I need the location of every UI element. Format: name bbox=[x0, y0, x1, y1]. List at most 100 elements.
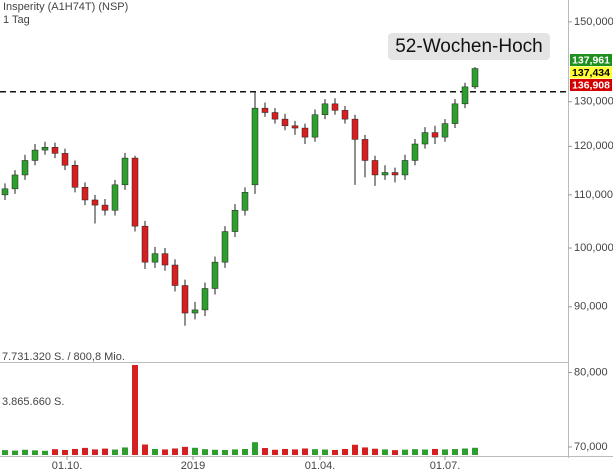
volume-bar bbox=[102, 448, 108, 455]
candle-body bbox=[381, 172, 389, 176]
x-tick-label: 01.10. bbox=[52, 460, 83, 472]
volume-bar bbox=[192, 447, 198, 455]
candle-body bbox=[371, 160, 379, 176]
volume-bar bbox=[262, 448, 268, 455]
volume-bar bbox=[272, 449, 278, 455]
candle-body bbox=[421, 132, 429, 145]
candle-body bbox=[81, 187, 89, 201]
y-tick-label: 70,000 bbox=[574, 441, 608, 453]
candle-body bbox=[21, 160, 29, 176]
volume-bar bbox=[332, 449, 338, 455]
y-tick-label: 100,000 bbox=[574, 242, 613, 254]
volume-bar bbox=[112, 449, 118, 455]
price-badge bbox=[570, 66, 612, 79]
volume-bar bbox=[452, 449, 458, 455]
volume-bar bbox=[422, 449, 428, 455]
candle-body bbox=[321, 103, 329, 115]
candle-body bbox=[151, 253, 159, 263]
volume-bar bbox=[42, 450, 48, 455]
price-badge-label: 137,961 bbox=[572, 54, 610, 66]
price-badge bbox=[570, 54, 612, 66]
candle-body bbox=[91, 199, 99, 206]
volume-bar bbox=[32, 450, 38, 455]
candle-body bbox=[271, 112, 279, 120]
volume-bar bbox=[132, 365, 138, 455]
candle-body bbox=[201, 288, 209, 311]
chart-title: Insperity (A1H74T) (NSP) bbox=[3, 1, 128, 13]
volume-bar bbox=[2, 450, 8, 455]
candle-body bbox=[251, 107, 259, 186]
volume-bar bbox=[392, 450, 398, 455]
candle-body bbox=[261, 107, 269, 113]
volume-bar bbox=[472, 447, 478, 455]
volume-bar bbox=[282, 448, 288, 455]
candle-body bbox=[101, 204, 109, 211]
volume-bar bbox=[402, 449, 408, 455]
volume-bar bbox=[252, 442, 258, 455]
candle-body bbox=[451, 103, 459, 124]
volume-bar bbox=[222, 449, 228, 455]
volume-bar bbox=[142, 444, 148, 455]
volume-bar bbox=[152, 448, 158, 455]
y-tick-label: 110,000 bbox=[574, 189, 613, 201]
volume-bar bbox=[182, 446, 188, 455]
candle-body bbox=[171, 264, 179, 286]
volume-bar bbox=[412, 449, 418, 455]
candle-body bbox=[61, 153, 69, 166]
volume-bar bbox=[162, 449, 168, 455]
y-tick-label: 80,000 bbox=[574, 366, 608, 378]
candle-body bbox=[181, 285, 189, 314]
volume-bar bbox=[72, 448, 78, 455]
volume-bar bbox=[52, 449, 58, 455]
y-tick-label: 130,000 bbox=[574, 96, 613, 108]
volume-bar bbox=[202, 449, 208, 455]
y-tick-label: 90,000 bbox=[574, 301, 608, 313]
candle-body bbox=[131, 157, 139, 227]
volume-bar bbox=[22, 449, 28, 455]
volume-bar bbox=[292, 449, 298, 455]
volume-bar bbox=[372, 448, 378, 455]
candle-body bbox=[191, 309, 199, 314]
volume-bar bbox=[442, 449, 448, 455]
volume-bar bbox=[172, 448, 178, 455]
candle-body bbox=[391, 172, 399, 176]
candle-body bbox=[211, 261, 219, 289]
price-badge bbox=[570, 79, 612, 91]
annotation-box bbox=[388, 33, 550, 60]
annotation: 52-Wochen-Hoch bbox=[395, 36, 543, 57]
candle-body bbox=[111, 184, 119, 211]
candle-body bbox=[341, 110, 349, 120]
volume-bar bbox=[122, 447, 128, 455]
candle-body bbox=[461, 86, 469, 105]
volume-bar bbox=[12, 450, 18, 455]
x-tick-label: 01.07. bbox=[430, 460, 461, 472]
volume-bar bbox=[432, 448, 438, 455]
volume-bar bbox=[362, 447, 368, 455]
volume-bar bbox=[92, 449, 98, 455]
candle-body bbox=[311, 114, 319, 138]
y-tick-label: 150,000 bbox=[574, 16, 613, 28]
y-tick-label: 120,000 bbox=[574, 140, 613, 152]
volume-bar bbox=[382, 449, 388, 455]
candle-body bbox=[221, 231, 229, 263]
candle-body bbox=[71, 164, 79, 188]
candle-body bbox=[411, 143, 419, 161]
volume-bar bbox=[232, 449, 238, 455]
volume-bar bbox=[212, 449, 218, 455]
candle-body bbox=[121, 157, 129, 186]
candle-body bbox=[431, 132, 439, 138]
price-badge-label: 137,434 bbox=[572, 67, 610, 79]
volume-bar bbox=[242, 448, 248, 455]
candle-body bbox=[301, 127, 309, 138]
volume-bar bbox=[462, 448, 468, 455]
volume-bar bbox=[322, 449, 328, 455]
candle-body bbox=[401, 160, 409, 176]
candle-body bbox=[31, 149, 39, 161]
candle-body bbox=[1, 188, 9, 196]
price-badge-label: 136,908 bbox=[572, 79, 610, 91]
x-tick-label: 2019 bbox=[181, 460, 205, 472]
candle-body bbox=[41, 147, 49, 151]
candle-body bbox=[141, 225, 149, 263]
